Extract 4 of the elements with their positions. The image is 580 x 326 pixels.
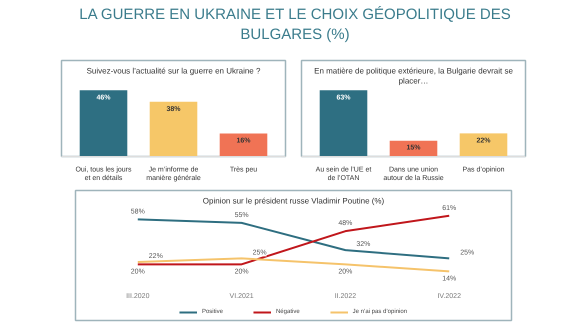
chart-subtitle: En matière de politique extérieure, la Bulgarie devrait se placer… [314,66,514,86]
chart-title: LA GUERRE EN UKRAINE ET LE CHOIX GÉOPOLITIQUE DES BULGARES (%) [78,5,512,45]
chart-subtitle: Opinion sur le président russe Vladimir Poutine (%) [202,196,385,206]
chart-subtitle: Suivez-vous l’actualité sur la guerre en Ukraine ? [86,66,261,76]
